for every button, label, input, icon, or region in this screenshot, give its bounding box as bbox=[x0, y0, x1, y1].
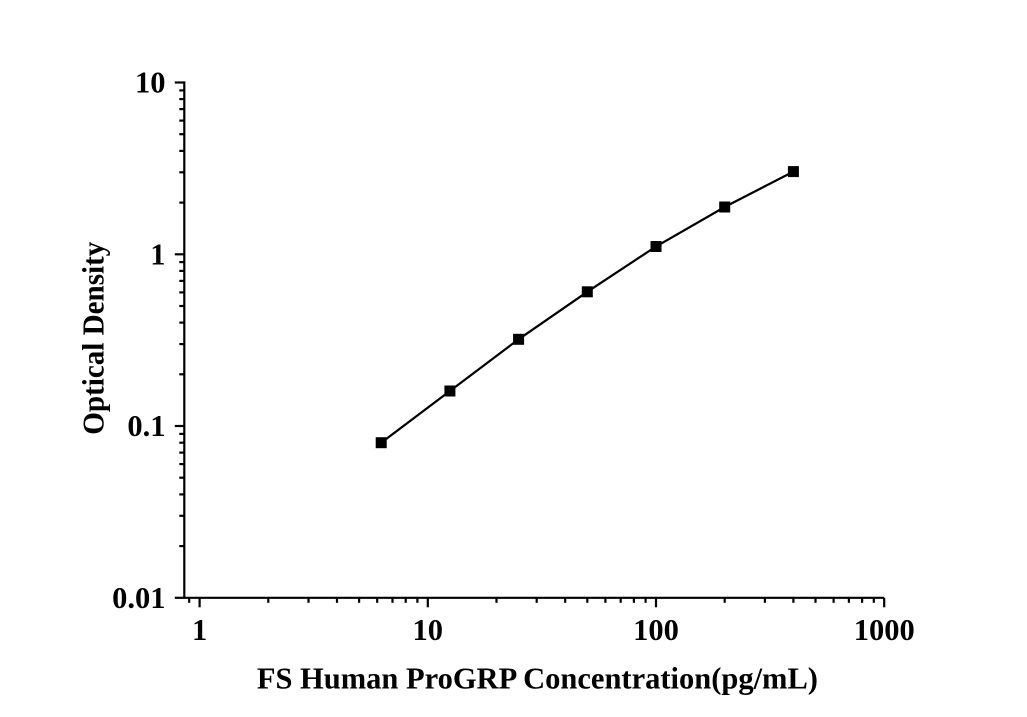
svg-text:Optical Density: Optical Density bbox=[77, 242, 111, 435]
svg-text:1000: 1000 bbox=[854, 613, 915, 647]
svg-text:100: 100 bbox=[633, 613, 679, 647]
svg-text:10: 10 bbox=[135, 66, 166, 100]
svg-text:0.01: 0.01 bbox=[112, 581, 165, 615]
svg-text:10: 10 bbox=[413, 613, 444, 647]
svg-text:0.1: 0.1 bbox=[127, 409, 165, 443]
svg-text:FS Human ProGRP Concentration(: FS Human ProGRP Concentration(pg/mL) bbox=[257, 662, 818, 696]
svg-text:1: 1 bbox=[192, 613, 207, 647]
svg-text:1: 1 bbox=[150, 237, 165, 271]
